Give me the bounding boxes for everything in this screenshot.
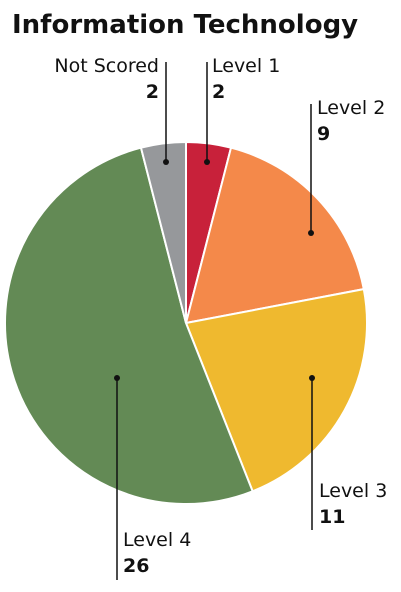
slice-value: 11: [319, 506, 345, 528]
leader-dot: [204, 159, 210, 165]
leader-dot: [308, 230, 314, 236]
pie-slice: [139, 140, 187, 324]
slice-label: Level 3: [319, 480, 387, 502]
slice-label: Not Scored: [54, 55, 159, 77]
chart-title: Information Technology: [12, 10, 358, 40]
slice-value: 2: [146, 81, 159, 103]
pie-slice: [184, 287, 368, 493]
leader-dot: [309, 375, 315, 381]
slice-value: 2: [212, 81, 225, 103]
slice-label: Level 2: [317, 97, 385, 119]
leader-dot: [163, 159, 169, 165]
pie-slice: [4, 146, 254, 505]
pie-slice: [184, 146, 365, 325]
leader-dot: [114, 375, 120, 381]
slice-value: 9: [317, 123, 330, 145]
slice-value: 26: [123, 555, 149, 577]
slice-label: Level 1: [212, 55, 280, 77]
slice-label: Level 4: [123, 529, 191, 551]
